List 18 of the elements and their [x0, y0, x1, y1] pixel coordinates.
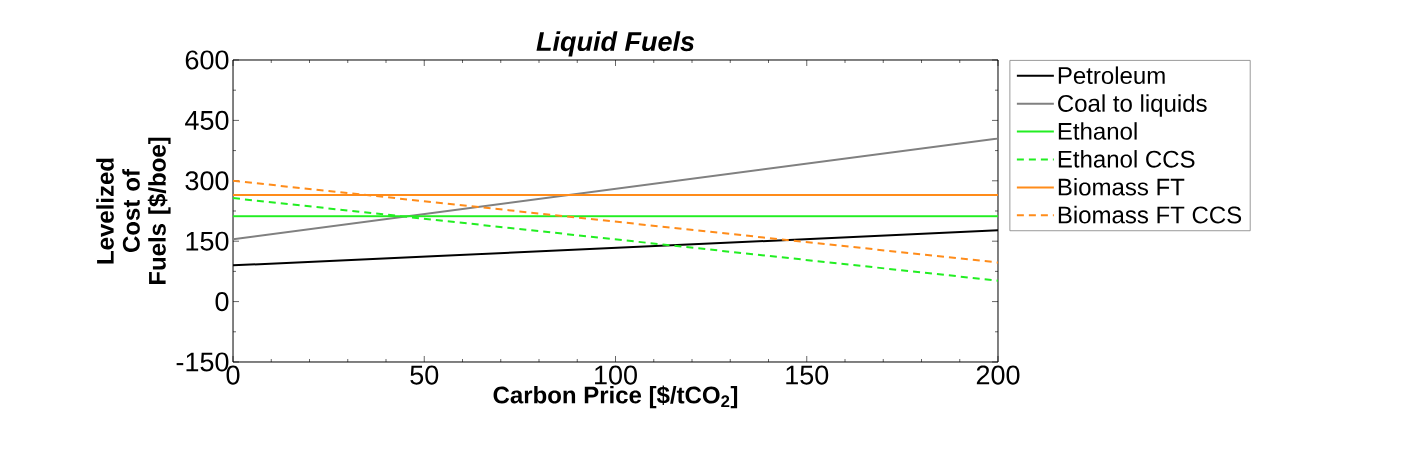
y-tick-label: 0: [215, 292, 229, 312]
legend-label: Ethanol: [1058, 122, 1137, 140]
legend-label: Biomass FT CCS: [1058, 205, 1242, 224]
chart-title: Liquid Fuels: [536, 31, 695, 57]
legend-label: Petroleum: [1058, 66, 1165, 85]
x-tick-label: 50: [410, 365, 439, 385]
y-tick-label: 300: [185, 171, 229, 191]
y-axis-title: Levelized Cost of Fuels [$/boe]: [96, 137, 171, 285]
x-tick-label: 100: [595, 365, 637, 385]
x-tick-label: 150: [786, 365, 829, 385]
x-axis-title: Carbon Price [$/tCO$_{2}$]: [493, 385, 738, 409]
y-tick-label: 450: [185, 110, 229, 130]
legend-label: Ethanol CCS: [1058, 150, 1195, 168]
x-tick-label: 200: [976, 365, 1020, 385]
y-tick-label: 600: [185, 50, 229, 70]
legend-label: Coal to liquids: [1058, 94, 1207, 117]
legend-label: Biomass FT: [1058, 177, 1185, 196]
y-tick-label: 150: [186, 231, 229, 251]
